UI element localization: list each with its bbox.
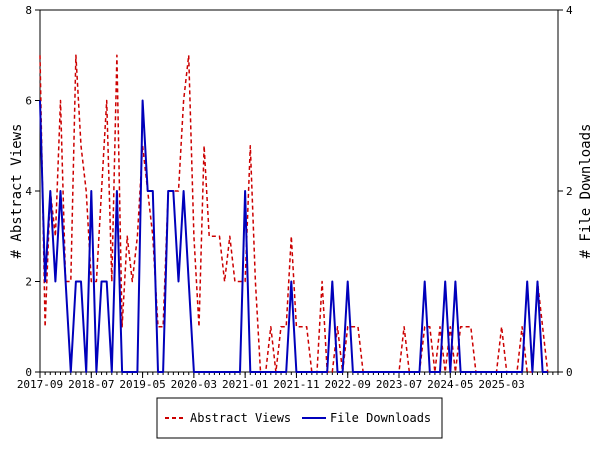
left-tick-label: 4 [25,185,32,198]
legend: Abstract Views File Downloads [156,397,443,439]
legend-label-file-downloads: File Downloads [330,411,431,425]
left-axis-ticks: 0 2 4 6 8 [25,4,40,379]
left-tick-label: 2 [25,276,32,289]
file-downloads-line [39,99,548,373]
right-axis-ticks: 0 2 4 [558,4,573,379]
x-tick-label: 2017-09 [17,378,63,391]
legend-label-abstract-views: Abstract Views [190,411,291,425]
x-tick-label: 2025-03 [478,378,524,391]
series-layer [39,54,549,373]
x-tick-label: 2020-03 [171,378,217,391]
x-tick-label: 2023-07 [376,378,422,391]
x-axis-ticks: 2017-09 2018-07 2019-05 2020-03 2021-01 2021-… [17,372,559,391]
x-tick-label: 2019-05 [119,378,165,391]
left-axis-title: # Abstract Views [9,124,25,259]
x-tick-label: 2024-05 [427,378,473,391]
x-tick-label: 2021-11 [273,378,319,391]
legend-box [156,397,443,439]
x-tick-label: 2018-07 [68,378,114,391]
x-tick-label: 2021-01 [222,378,268,391]
left-tick-label: 0 [25,366,32,379]
right-tick-label: 0 [566,366,573,379]
right-tick-label: 4 [566,4,573,17]
right-tick-label: 2 [566,185,573,198]
right-axis-title: # File Downloads [578,124,594,259]
left-tick-label: 8 [25,4,32,17]
abstract-views-line [39,54,549,373]
left-tick-label: 6 [25,95,32,108]
x-tick-label: 2022-09 [325,378,371,391]
